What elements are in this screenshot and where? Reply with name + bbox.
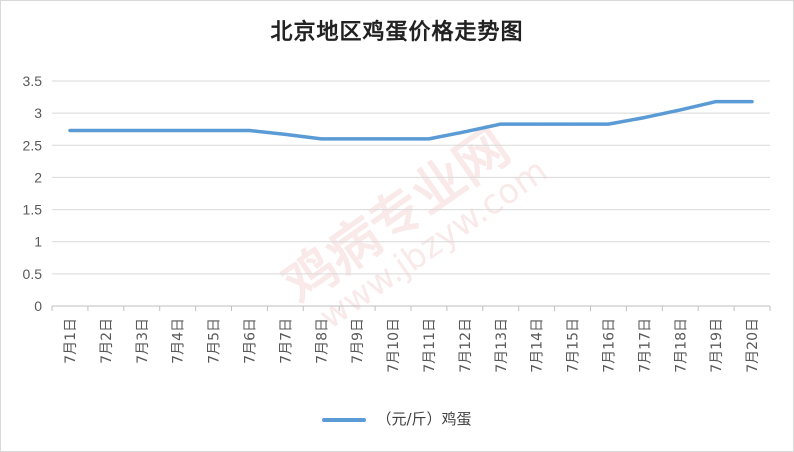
x-tick-label: 7月18日 [673, 318, 689, 373]
data-point [427, 137, 431, 141]
x-tick-label: 7月7日 [278, 318, 294, 364]
data-point [140, 129, 144, 132]
data-point [319, 137, 323, 141]
x-tick-label: 7月9日 [350, 318, 366, 364]
x-tick-label: 7月10日 [386, 318, 402, 373]
y-tick-label: 1.5 [23, 202, 43, 218]
x-tick-label: 7月2日 [99, 318, 115, 364]
data-point [391, 137, 395, 141]
x-tick-label: 7月6日 [242, 318, 258, 364]
data-point [283, 132, 287, 136]
legend-swatch [322, 417, 367, 422]
x-tick-label: 7月13日 [494, 318, 510, 373]
data-point [750, 100, 754, 104]
data-point [212, 129, 216, 132]
data-point [247, 129, 251, 132]
series-line [68, 99, 754, 141]
x-tick-label: 7月4日 [171, 318, 187, 364]
data-point [499, 122, 503, 126]
x-tick-label: 7月17日 [637, 318, 653, 373]
legend-label: （元/斤）鸡蛋 [376, 410, 472, 428]
x-tick-label: 7月5日 [207, 318, 223, 364]
data-point [104, 129, 108, 132]
x-tick-label: 7月11日 [422, 318, 438, 373]
y-tick-label: 3.5 [23, 73, 43, 89]
data-point [463, 130, 467, 134]
data-point [535, 122, 539, 126]
x-tick-label: 7月1日 [63, 318, 79, 364]
y-tick-label: 0 [34, 298, 42, 314]
x-tick-label: 7月19日 [709, 318, 725, 373]
y-tick-label: 2.5 [23, 137, 43, 153]
y-tick-label: 2 [34, 169, 42, 185]
data-point [571, 122, 575, 126]
data-point [355, 137, 359, 141]
data-point [176, 129, 180, 132]
x-tick-label: 7月12日 [458, 318, 474, 373]
x-tick-label: 7月20日 [745, 318, 761, 373]
x-tick-label: 7月15日 [566, 318, 582, 373]
legend: （元/斤）鸡蛋 [0, 408, 794, 429]
x-tick-label: 7月16日 [601, 318, 617, 373]
watermark: 鸡病专业网 www.jbzyw.com [273, 117, 555, 337]
data-point [714, 100, 718, 104]
y-tick-label: 3 [34, 105, 42, 121]
x-tick-label: 7月8日 [314, 318, 330, 364]
x-tick-label: 7月14日 [530, 318, 546, 373]
data-point [68, 129, 72, 132]
data-point [606, 122, 610, 126]
chart-title: 北京地区鸡蛋价格走势图 [270, 19, 524, 45]
y-tick-label: 1 [34, 234, 42, 250]
data-point [678, 108, 682, 112]
data-point [642, 116, 646, 120]
x-tick-label: 7月3日 [135, 318, 151, 364]
y-tick-label: 0.5 [23, 266, 43, 282]
